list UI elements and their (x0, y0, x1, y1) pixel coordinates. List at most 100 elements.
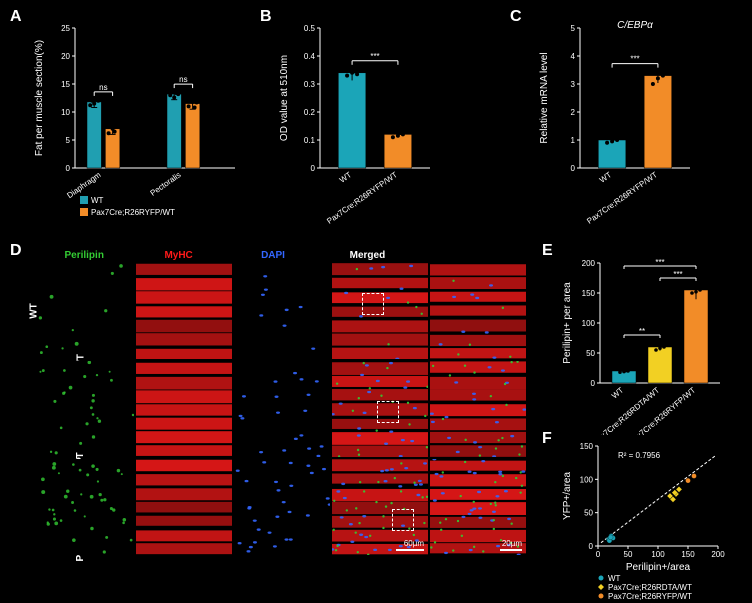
svg-text:Pax7Cre;R26RYFP/WT: Pax7Cre;R26RYFP/WT (608, 592, 692, 600)
chart-a: 0510152025Fat per muscle section(%)nsDia… (30, 18, 250, 228)
imaging-row: Pax7Cre; R26RDTA/WT (38, 361, 508, 457)
svg-text:10: 10 (61, 108, 70, 117)
micrograph-cell (38, 361, 134, 457)
svg-text:0.4: 0.4 (304, 52, 316, 61)
svg-text:100: 100 (582, 319, 596, 328)
svg-text:150: 150 (580, 442, 594, 451)
header-perilipin: Perilipin (38, 250, 130, 261)
svg-text:Perilipin+/area: Perilipin+/area (626, 562, 691, 573)
svg-text:5: 5 (66, 136, 71, 145)
svg-text:15: 15 (61, 80, 70, 89)
svg-text:0.5: 0.5 (304, 24, 316, 33)
svg-text:***: *** (655, 258, 664, 267)
micrograph-cell (136, 459, 232, 555)
micrograph-cell: 60µm (332, 459, 428, 555)
svg-text:R² = 0.7956: R² = 0.7956 (618, 451, 661, 460)
svg-text:Pax7Cre;R26RYFP/WT: Pax7Cre;R26RYFP/WT (325, 170, 399, 226)
chart-f: 0 50 100 150 200 0 50 100 150 Perilipin+/area YFP+… (560, 440, 740, 600)
svg-text:50: 50 (586, 349, 595, 358)
header-myhc: MyHC (132, 250, 224, 261)
micrograph-cell (430, 361, 526, 457)
header-zoom (416, 250, 508, 261)
micrograph-cell (234, 459, 330, 555)
micrograph-cell (234, 361, 330, 457)
svg-text:100: 100 (651, 550, 665, 559)
svg-text:Pax7Cre;R26RDTA/WT: Pax7Cre;R26RDTA/WT (608, 583, 692, 592)
header-dapi: DAPI (227, 250, 319, 261)
svg-text:1: 1 (571, 136, 576, 145)
imaging-header-row: Perilipin MyHC DAPI Merged (38, 250, 508, 261)
roi-box (392, 509, 414, 531)
svg-text:ns: ns (99, 83, 107, 92)
svg-text:Pax7Cre;R26RYFP/WT: Pax7Cre;R26RYFP/WT (585, 170, 659, 226)
svg-text:Pax7Cre;R26RYFP/WT: Pax7Cre;R26RYFP/WT (91, 208, 175, 217)
svg-text:YFP+/area: YFP+/area (562, 472, 573, 521)
svg-text:0.2: 0.2 (304, 108, 316, 117)
micrograph-cell (38, 263, 134, 359)
svg-text:50: 50 (624, 550, 633, 559)
svg-text:150: 150 (582, 289, 596, 298)
header-merged: Merged (321, 250, 413, 261)
svg-text:WT: WT (598, 170, 613, 185)
micrograph-cell (136, 263, 232, 359)
svg-text:WT: WT (338, 170, 353, 185)
svg-text:Pectoralis: Pectoralis (149, 170, 183, 198)
panel-label-a: A (10, 8, 22, 26)
panel-label-b: B (260, 8, 272, 26)
svg-text:0: 0 (589, 542, 594, 551)
roi-box (362, 293, 384, 315)
svg-text:3: 3 (571, 80, 576, 89)
panel-label-e: E (542, 242, 553, 260)
imaging-row: WT (38, 263, 508, 359)
svg-text:C/EBPα: C/EBPα (617, 20, 653, 31)
svg-text:Relative mRNA level: Relative mRNA level (539, 52, 550, 143)
svg-text:Perilipin+ per area: Perilipin+ per area (562, 282, 573, 364)
svg-text:0.1: 0.1 (304, 136, 316, 145)
svg-text:WT: WT (610, 386, 625, 401)
svg-text:0: 0 (311, 164, 316, 173)
scale-bar (500, 549, 522, 551)
scale-text: 60µm (404, 539, 424, 548)
svg-text:***: *** (630, 55, 639, 64)
svg-text:***: *** (370, 52, 379, 61)
panel-label-f: F (542, 430, 552, 448)
panel-label-c: C (510, 8, 522, 26)
svg-text:150: 150 (681, 550, 695, 559)
svg-text:0: 0 (596, 550, 601, 559)
chart-b: 0 0.1 0.2 0.3 0.4 0.5 OD value at 510nm WTPax7C… (275, 18, 475, 228)
svg-text:2: 2 (571, 108, 576, 117)
chart-c: 0 1 2 3 4 5 Relative mRNA level C/EBPα WTPax7Cre… (535, 18, 735, 228)
micrograph-cell (38, 459, 134, 555)
imaging-panel: Perilipin MyHC DAPI Merged WTPax7Cre; R2… (18, 250, 508, 590)
svg-text:4: 4 (571, 52, 576, 61)
svg-text:20: 20 (61, 52, 70, 61)
svg-text:Fat per muscle section(%): Fat per muscle section(%) (34, 40, 45, 156)
svg-text:WT: WT (608, 574, 621, 583)
micrograph-cell: 20µm (430, 459, 526, 555)
micrograph-cell (136, 361, 232, 457)
svg-text:0.3: 0.3 (304, 80, 316, 89)
svg-text:200: 200 (711, 550, 725, 559)
svg-text:50: 50 (584, 509, 593, 518)
imaging-row: Pax7Cre; R26RYFP/WT60µm20µm (38, 459, 508, 555)
svg-text:200: 200 (582, 259, 596, 268)
svg-text:0: 0 (571, 164, 576, 173)
scale-bar (396, 549, 424, 551)
micrograph-cell (332, 263, 428, 359)
roi-box (377, 401, 399, 423)
svg-text:100: 100 (580, 475, 594, 484)
micrograph-cell (332, 361, 428, 457)
scale-text: 20µm (502, 539, 522, 548)
svg-text:0: 0 (66, 164, 71, 173)
svg-text:WT: WT (91, 196, 104, 205)
svg-text:25: 25 (61, 24, 70, 33)
micrograph-cell (430, 263, 526, 359)
svg-text:0: 0 (591, 379, 596, 388)
svg-text:OD value at 510nm: OD value at 510nm (279, 55, 290, 141)
micrograph-cell (234, 263, 330, 359)
svg-text:5: 5 (571, 24, 576, 33)
svg-text:ns: ns (179, 75, 187, 84)
svg-text:***: *** (673, 270, 682, 279)
svg-text:**: ** (639, 327, 645, 336)
chart-e: 050100150200Perilipin+ per areaWTPax7Cre… (560, 255, 740, 435)
